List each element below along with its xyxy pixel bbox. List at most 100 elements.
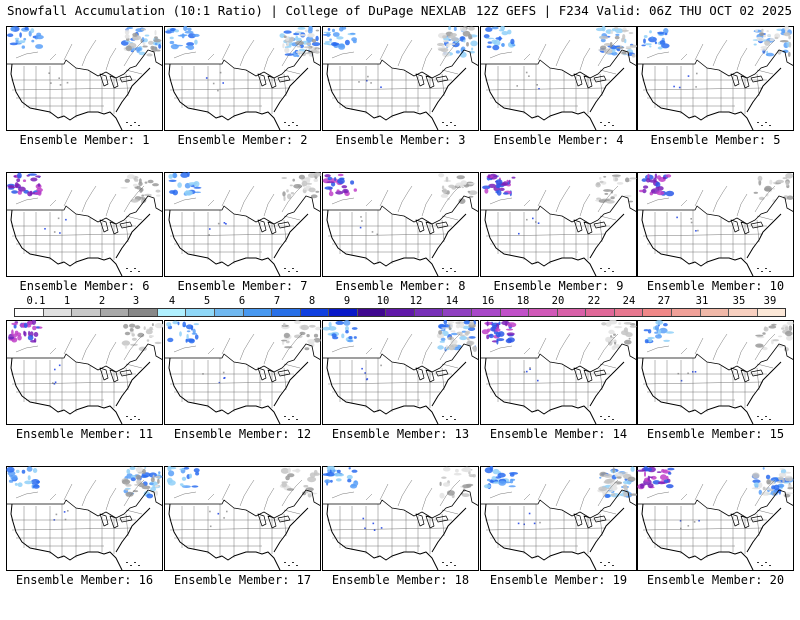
snowfall-area <box>348 467 351 470</box>
country-border <box>6 343 163 373</box>
snowfall-area <box>311 38 317 43</box>
snowfall-area <box>284 47 290 53</box>
snowfall-area <box>756 36 762 39</box>
country-border <box>6 489 163 519</box>
snowfall-area <box>502 181 508 186</box>
snowfall-area <box>441 476 447 479</box>
snowfall-area <box>486 328 491 332</box>
colorbar-label: 1 <box>63 295 71 307</box>
snowfall-area <box>173 172 177 178</box>
snowfall-area <box>758 482 763 488</box>
snowfall-area <box>762 332 766 335</box>
island <box>442 122 444 123</box>
snowfall-area <box>466 484 472 488</box>
snowfall-area <box>492 44 500 51</box>
member-caption: Ensemble Member: 20 <box>646 573 785 587</box>
colorbar-swatch <box>157 309 187 316</box>
snowfall-area <box>336 469 341 473</box>
snowfall-area <box>281 177 287 179</box>
snowfall-area <box>313 172 321 177</box>
snowfall-area <box>307 33 315 38</box>
colorbar-label: 4 <box>168 295 176 307</box>
snowfall-area <box>447 43 456 46</box>
snowfall-area <box>510 38 515 45</box>
snowfall-area <box>14 482 18 486</box>
snowfall-area <box>23 330 26 336</box>
colorbar-swatch <box>700 309 730 316</box>
snowfall-area <box>655 186 660 189</box>
snowfall-area <box>614 472 623 478</box>
island <box>134 416 136 417</box>
snowfall-area <box>610 47 618 50</box>
island <box>288 419 290 420</box>
snowfall-area <box>35 44 44 49</box>
snowfall-area <box>26 466 33 472</box>
island <box>134 268 136 269</box>
snowfall-area <box>18 40 26 44</box>
snowfall-area <box>8 479 14 483</box>
snowfall-area <box>217 222 220 225</box>
snowfall-area <box>167 337 174 343</box>
snowfall-area <box>766 34 771 37</box>
snowfall-area <box>303 46 311 49</box>
snowfall-area <box>335 478 342 482</box>
snowfall-area <box>24 26 29 31</box>
island <box>126 562 128 563</box>
snowfall-area <box>223 377 225 379</box>
snowfall-area <box>328 326 337 331</box>
island <box>604 565 606 566</box>
snowfall-area <box>313 469 318 476</box>
snowfall-area <box>298 174 305 180</box>
member-caption: Ensemble Member: 9 <box>493 279 624 293</box>
snowfall-area <box>324 479 331 484</box>
island <box>450 416 452 417</box>
snowfall-area <box>613 344 621 349</box>
snowfall-area <box>16 178 21 182</box>
island <box>454 125 456 126</box>
snowfall-map <box>322 172 479 277</box>
member-caption: Ensemble Member: 1 <box>19 133 150 147</box>
snowfall-area <box>298 52 301 55</box>
snowfall-map <box>6 466 163 571</box>
snowfall-area <box>337 173 344 177</box>
province-boundaries <box>173 479 303 511</box>
snowfall-map <box>6 172 163 277</box>
snowfall-area <box>447 35 456 39</box>
snowfall-area <box>788 41 792 48</box>
member-caption: Ensemble Member: 17 <box>173 573 312 587</box>
snowfall-area <box>498 321 501 326</box>
snowfall-area <box>121 479 131 485</box>
island <box>612 565 614 566</box>
snowfall-area <box>341 26 347 30</box>
island <box>604 419 606 420</box>
island <box>454 271 456 272</box>
snowfall-area <box>665 190 675 197</box>
snowfall-area <box>755 343 764 348</box>
snowfall-area <box>297 185 301 188</box>
colorbar-label: 5 <box>203 295 211 307</box>
snowfall-area <box>131 337 137 341</box>
island <box>769 419 771 420</box>
snowfall-map <box>164 320 321 425</box>
snowfall-area <box>194 39 198 45</box>
snowfall-area <box>755 29 758 32</box>
snowfall-area <box>315 190 320 193</box>
snowfall-area <box>507 337 515 343</box>
snowfall-area <box>192 328 196 335</box>
snowfall-area <box>306 36 314 43</box>
coastline <box>484 503 625 571</box>
snowfall-area <box>58 364 61 367</box>
snowfall-area <box>778 476 784 481</box>
snowfall-area <box>293 184 303 189</box>
snowfall-area <box>151 46 158 52</box>
snowfall-area <box>27 173 37 176</box>
colorbar-label: 24 <box>622 295 636 307</box>
snowfall-area <box>301 180 308 187</box>
snowfall-area <box>135 466 144 473</box>
snowfall-area <box>286 488 294 491</box>
province-boundaries <box>646 185 776 217</box>
snowfall-area <box>353 336 357 339</box>
snowfall-area <box>774 34 778 38</box>
snowfall-area <box>600 45 607 51</box>
colorbar-label: 35 <box>732 295 746 307</box>
